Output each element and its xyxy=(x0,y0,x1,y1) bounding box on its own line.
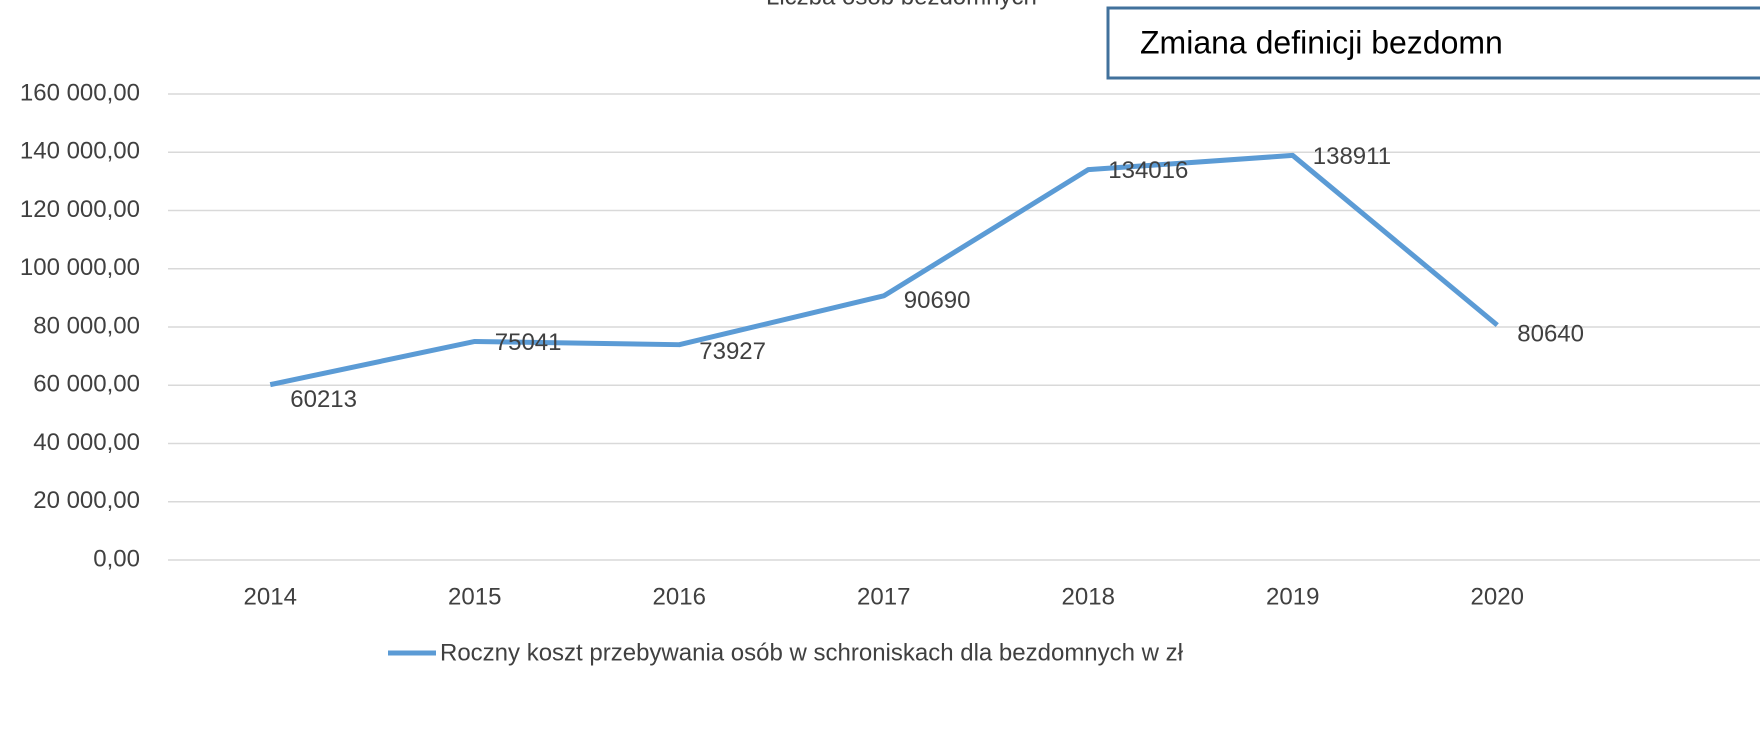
legend-label: Liczba osób bezdomnych xyxy=(766,0,1037,10)
legend-label: Roczny koszt przebywania osób w schronis… xyxy=(440,639,1184,666)
y-tick-label: 100 000,00 xyxy=(20,254,140,281)
y-tick-label: 160 000,00 xyxy=(20,79,140,106)
y-tick-label: 60 000,00 xyxy=(33,371,140,398)
data-label: 138911 xyxy=(1313,143,1391,170)
annotation-box xyxy=(1106,6,1760,80)
x-tick-label: 2016 xyxy=(653,583,706,610)
data-line xyxy=(269,152,1499,388)
y-tick-label: 80 000,00 xyxy=(33,312,140,339)
x-tick-label: 2019 xyxy=(1266,583,1319,610)
data-label: 73927 xyxy=(699,338,766,365)
x-tick-label: 2014 xyxy=(244,583,297,610)
y-tick-label: 20 000,00 xyxy=(33,487,140,514)
data-label: 90690 xyxy=(904,287,971,314)
y-tick-label: 0,00 xyxy=(93,545,140,572)
data-label: 134016 xyxy=(1108,157,1188,184)
data-label: 80640 xyxy=(1517,320,1584,347)
data-label: 60213 xyxy=(290,386,357,413)
x-tick-label: 2015 xyxy=(448,583,501,610)
x-tick-label: 2017 xyxy=(857,583,910,610)
annotation: Zmiana definicji bezdomn xyxy=(1140,24,1503,60)
y-tick-label: 120 000,00 xyxy=(20,196,140,223)
data-label: 75041 xyxy=(495,329,562,356)
x-tick-label: 2018 xyxy=(1062,583,1115,610)
x-tick-label: 2020 xyxy=(1471,583,1524,610)
y-tick-label: 140 000,00 xyxy=(20,138,140,165)
y-tick-label: 40 000,00 xyxy=(33,429,140,456)
